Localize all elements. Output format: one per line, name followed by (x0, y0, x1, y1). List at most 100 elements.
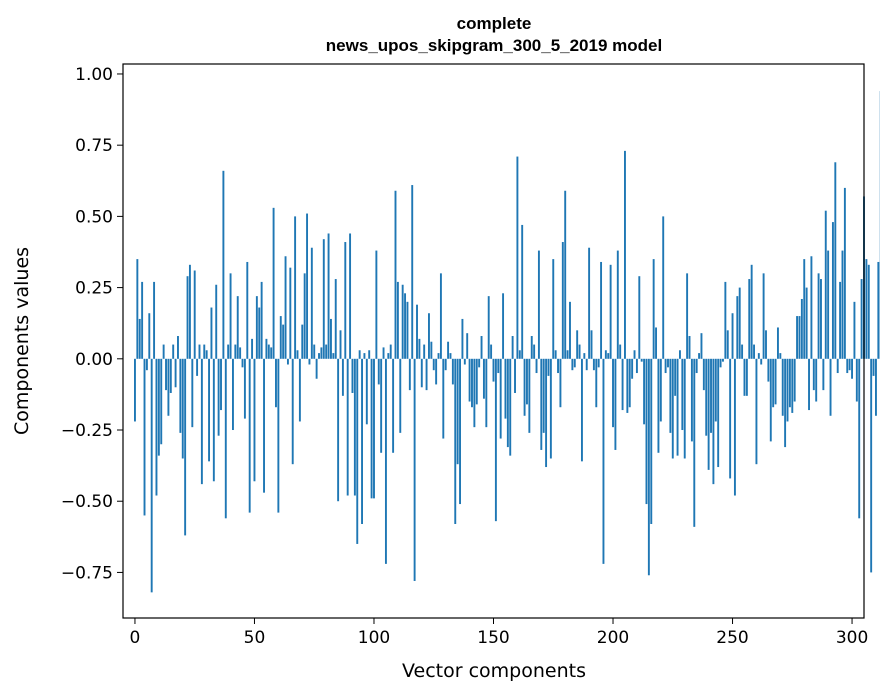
bar-107 (389, 344, 392, 359)
x-tick-label: 50 (244, 628, 266, 648)
bar-178 (559, 358, 562, 408)
bar-59 (275, 358, 277, 408)
bar-203 (619, 344, 622, 359)
bar-264 (765, 330, 767, 359)
y-tick-label: −0.50 (61, 492, 113, 512)
x-tick-label: 0 (130, 628, 141, 648)
bar-259 (753, 344, 755, 359)
bar-55 (265, 338, 268, 359)
bar-9 (155, 358, 158, 496)
bar-38 (224, 358, 227, 519)
bar-105 (384, 358, 387, 564)
bar-12 (162, 344, 165, 359)
bar-266 (769, 358, 772, 442)
bar-19 (179, 358, 182, 433)
y-tick-label: 0.50 (75, 207, 113, 227)
bar-63 (284, 256, 287, 359)
y-tick-label: −0.75 (61, 563, 113, 583)
bar-131 (447, 341, 450, 359)
bar-99 (370, 358, 373, 499)
bar-291 (829, 358, 832, 416)
bar-158 (511, 336, 514, 359)
bar-165 (528, 358, 531, 433)
bar-286 (817, 273, 820, 359)
bar-239 (705, 358, 708, 436)
bar-157 (509, 358, 512, 456)
bar-251 (733, 358, 736, 496)
bar-18 (177, 336, 179, 359)
bar-209 (633, 350, 636, 359)
bar-184 (573, 358, 576, 368)
bar-272 (784, 358, 787, 448)
bar-166 (530, 336, 533, 359)
bar-52 (258, 307, 261, 359)
bar-169 (537, 250, 540, 359)
bar-126 (435, 358, 438, 385)
bar-104 (382, 347, 385, 359)
bar-181 (566, 350, 569, 359)
bar-228 (678, 350, 681, 359)
bar-215 (647, 358, 650, 576)
bar-250 (731, 313, 734, 359)
bar-98 (368, 350, 371, 359)
bar-229 (681, 358, 684, 431)
bar-24 (191, 358, 194, 428)
bar-140 (468, 358, 471, 402)
bar-33 (212, 358, 215, 482)
y-axis-label: Components values (11, 247, 33, 435)
bar-179 (561, 242, 564, 359)
bar-301 (853, 301, 856, 359)
bar-110 (396, 281, 399, 359)
bar-133 (451, 358, 454, 385)
bar-136 (459, 358, 461, 505)
bar-112 (401, 284, 404, 359)
bar-204 (621, 358, 624, 411)
bar-257 (748, 279, 751, 359)
x-tick-label: 200 (597, 628, 629, 648)
bar-262 (760, 358, 763, 365)
bar-45 (241, 358, 244, 368)
bar-293 (834, 162, 837, 359)
bar-275 (791, 358, 794, 413)
bar-162 (521, 224, 524, 359)
bar-148 (487, 296, 490, 359)
bar-31 (208, 358, 211, 462)
bar-20 (181, 358, 184, 459)
bar-87 (341, 358, 344, 396)
y-tick-label: 0.00 (75, 350, 113, 370)
bar-144 (478, 358, 481, 368)
bar-159 (514, 358, 516, 393)
bar-177 (557, 358, 559, 374)
bar-195 (600, 261, 603, 359)
bar-22 (186, 276, 189, 359)
bar-71 (303, 273, 306, 359)
bar-3 (141, 281, 144, 359)
bar-170 (540, 358, 543, 450)
bar-249 (729, 358, 732, 479)
bar-212 (640, 358, 643, 362)
bar-60 (277, 358, 280, 513)
bar-115 (408, 358, 411, 391)
bar-40 (229, 273, 232, 359)
bar-27 (198, 344, 201, 359)
bar-296 (841, 250, 844, 359)
bar-123 (428, 313, 430, 359)
bar-127 (437, 353, 440, 359)
bar-247 (724, 281, 727, 359)
bar-310 (875, 358, 877, 416)
bar-81 (327, 233, 330, 359)
bar-143 (475, 358, 478, 405)
bar-252 (736, 296, 739, 359)
bar-53 (260, 281, 263, 359)
bar-191 (590, 330, 593, 359)
bar-14 (167, 358, 170, 416)
bar-129 (442, 358, 445, 439)
bar-8 (153, 281, 156, 359)
bar-62 (282, 324, 285, 359)
bar-121 (423, 344, 426, 359)
bar-155 (504, 358, 507, 419)
bar-54 (263, 358, 265, 493)
bar-124 (430, 341, 433, 359)
bar-227 (676, 358, 679, 456)
